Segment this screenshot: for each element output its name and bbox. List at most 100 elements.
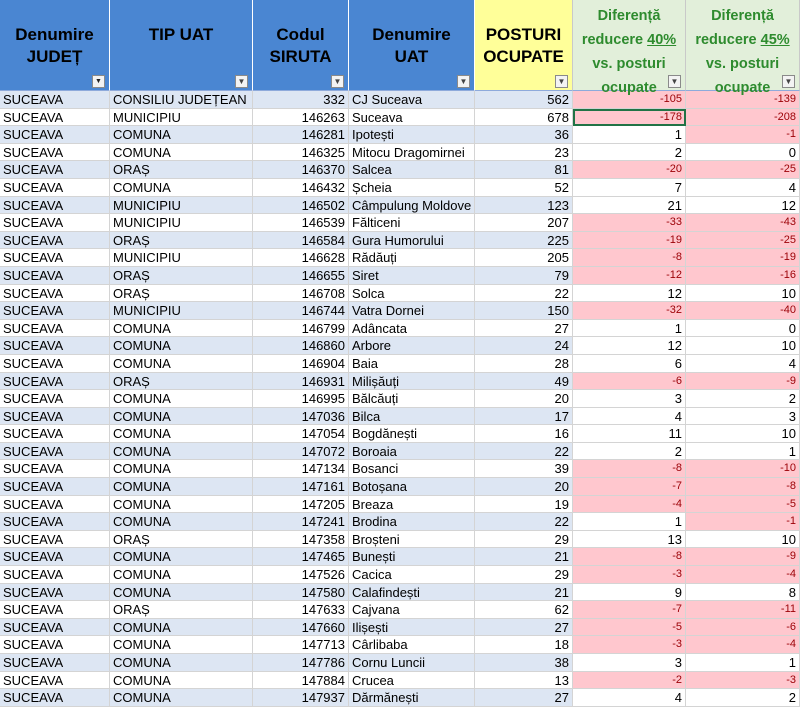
cell-denumire-uat[interactable]: Mitocu Dragomirnei (349, 143, 475, 162)
cell-tip-uat[interactable]: COMUNA (110, 654, 253, 672)
cell-judet[interactable]: SUCEAVA (0, 530, 110, 549)
cell-judet[interactable]: SUCEAVA (0, 108, 110, 127)
cell-denumire-uat[interactable]: Bălcăuți (349, 390, 475, 408)
cell-denumire-uat[interactable]: Cârlibaba (349, 636, 475, 654)
cell-posturi-ocupate[interactable]: 207 (475, 214, 573, 232)
cell-posturi-ocupate[interactable]: 22 (475, 442, 573, 461)
cell-diferenta-45[interactable]: -16 (686, 266, 800, 285)
cell-posturi-ocupate[interactable]: 28 (475, 354, 573, 373)
cell-diferenta-40[interactable]: -7 (573, 478, 686, 496)
cell-diferenta-45[interactable]: -10 (686, 460, 800, 479)
cell-judet[interactable]: SUCEAVA (0, 143, 110, 162)
cell-judet[interactable]: SUCEAVA (0, 618, 110, 637)
cell-diferenta-45[interactable]: -25 (686, 161, 800, 179)
cell-tip-uat[interactable]: COMUNA (110, 442, 253, 461)
cell-diferenta-45[interactable]: 2 (686, 689, 800, 707)
cell-diferenta-40[interactable]: -19 (573, 231, 686, 250)
cell-cod-siruta[interactable]: 146860 (253, 337, 349, 355)
cell-tip-uat[interactable]: COMUNA (110, 460, 253, 479)
cell-judet[interactable]: SUCEAVA (0, 178, 110, 197)
cell-tip-uat[interactable]: ORAȘ (110, 372, 253, 391)
cell-judet[interactable]: SUCEAVA (0, 636, 110, 654)
cell-diferenta-45[interactable]: 10 (686, 530, 800, 549)
cell-denumire-uat[interactable]: Vatra Dornei (349, 302, 475, 320)
cell-diferenta-45[interactable]: 10 (686, 337, 800, 355)
cell-diferenta-40[interactable]: 7 (573, 178, 686, 197)
cell-judet[interactable]: SUCEAVA (0, 478, 110, 496)
cell-diferenta-40[interactable]: 1 (573, 126, 686, 144)
cell-denumire-uat[interactable]: Bilca (349, 407, 475, 426)
cell-tip-uat[interactable]: COMUNA (110, 636, 253, 654)
cell-tip-uat[interactable]: COMUNA (110, 319, 253, 338)
chevron-down-icon[interactable]: ▼ (668, 75, 681, 88)
cell-judet[interactable]: SUCEAVA (0, 583, 110, 602)
cell-denumire-uat[interactable]: Cajvana (349, 601, 475, 619)
cell-cod-siruta[interactable]: 147660 (253, 618, 349, 637)
cell-diferenta-45[interactable]: -1 (686, 513, 800, 531)
cell-denumire-uat[interactable]: Cacica (349, 566, 475, 584)
cell-diferenta-40[interactable]: -20 (573, 161, 686, 179)
cell-diferenta-45[interactable]: -19 (686, 249, 800, 267)
cell-denumire-uat[interactable]: Siret (349, 266, 475, 285)
cell-diferenta-40[interactable]: -8 (573, 249, 686, 267)
cell-judet[interactable]: SUCEAVA (0, 319, 110, 338)
cell-posturi-ocupate[interactable]: 79 (475, 266, 573, 285)
cell-denumire-uat[interactable]: Rădăuți (349, 249, 475, 267)
cell-cod-siruta[interactable]: 146904 (253, 354, 349, 373)
cell-posturi-ocupate[interactable]: 23 (475, 143, 573, 162)
cell-tip-uat[interactable]: ORAȘ (110, 161, 253, 179)
cell-diferenta-40[interactable]: 13 (573, 530, 686, 549)
cell-judet[interactable]: SUCEAVA (0, 566, 110, 584)
cell-posturi-ocupate[interactable]: 123 (475, 196, 573, 215)
cell-posturi-ocupate[interactable]: 52 (475, 178, 573, 197)
cell-diferenta-45[interactable]: -6 (686, 618, 800, 637)
cell-cod-siruta[interactable]: 147937 (253, 689, 349, 707)
cell-judet[interactable]: SUCEAVA (0, 495, 110, 514)
cell-judet[interactable]: SUCEAVA (0, 302, 110, 320)
cell-denumire-uat[interactable]: Bosanci (349, 460, 475, 479)
cell-tip-uat[interactable]: COMUNA (110, 425, 253, 443)
cell-cod-siruta[interactable]: 147465 (253, 548, 349, 567)
cell-diferenta-45[interactable]: -5 (686, 495, 800, 514)
cell-denumire-uat[interactable]: Baia (349, 354, 475, 373)
cell-denumire-uat[interactable]: Crucea (349, 671, 475, 690)
cell-tip-uat[interactable]: MUNICIPIU (110, 302, 253, 320)
cell-tip-uat[interactable]: COMUNA (110, 689, 253, 707)
filter-funnel-icon[interactable]: ▼ (92, 75, 105, 88)
cell-judet[interactable]: SUCEAVA (0, 337, 110, 355)
cell-diferenta-40[interactable]: -3 (573, 566, 686, 584)
cell-posturi-ocupate[interactable]: 27 (475, 689, 573, 707)
cell-diferenta-45[interactable]: -4 (686, 636, 800, 654)
cell-tip-uat[interactable]: COMUNA (110, 390, 253, 408)
cell-diferenta-40[interactable]: -7 (573, 601, 686, 619)
cell-judet[interactable]: SUCEAVA (0, 126, 110, 144)
cell-diferenta-40[interactable]: 4 (573, 689, 686, 707)
cell-cod-siruta[interactable]: 146370 (253, 161, 349, 179)
cell-tip-uat[interactable]: COMUNA (110, 337, 253, 355)
cell-tip-uat[interactable]: COMUNA (110, 583, 253, 602)
cell-cod-siruta[interactable]: 146432 (253, 178, 349, 197)
cell-cod-siruta[interactable]: 147526 (253, 566, 349, 584)
cell-tip-uat[interactable]: COMUNA (110, 671, 253, 690)
cell-tip-uat[interactable]: ORAȘ (110, 530, 253, 549)
cell-diferenta-45[interactable]: -9 (686, 372, 800, 391)
cell-denumire-uat[interactable]: Broșteni (349, 530, 475, 549)
cell-diferenta-40[interactable]: 12 (573, 284, 686, 303)
cell-tip-uat[interactable]: ORAȘ (110, 231, 253, 250)
cell-diferenta-40[interactable]: 3 (573, 390, 686, 408)
cell-cod-siruta[interactable]: 147134 (253, 460, 349, 479)
cell-cod-siruta[interactable]: 146584 (253, 231, 349, 250)
cell-cod-siruta[interactable]: 147786 (253, 654, 349, 672)
cell-judet[interactable]: SUCEAVA (0, 214, 110, 232)
cell-denumire-uat[interactable]: Fălticeni (349, 214, 475, 232)
cell-cod-siruta[interactable]: 332 (253, 91, 349, 109)
cell-posturi-ocupate[interactable]: 39 (475, 460, 573, 479)
cell-tip-uat[interactable]: COMUNA (110, 513, 253, 531)
chevron-down-icon[interactable]: ▼ (235, 75, 248, 88)
cell-judet[interactable]: SUCEAVA (0, 601, 110, 619)
cell-cod-siruta[interactable]: 146628 (253, 249, 349, 267)
cell-diferenta-40[interactable]: -3 (573, 636, 686, 654)
cell-posturi-ocupate[interactable]: 17 (475, 407, 573, 426)
cell-denumire-uat[interactable]: Salcea (349, 161, 475, 179)
cell-tip-uat[interactable]: ORAȘ (110, 266, 253, 285)
